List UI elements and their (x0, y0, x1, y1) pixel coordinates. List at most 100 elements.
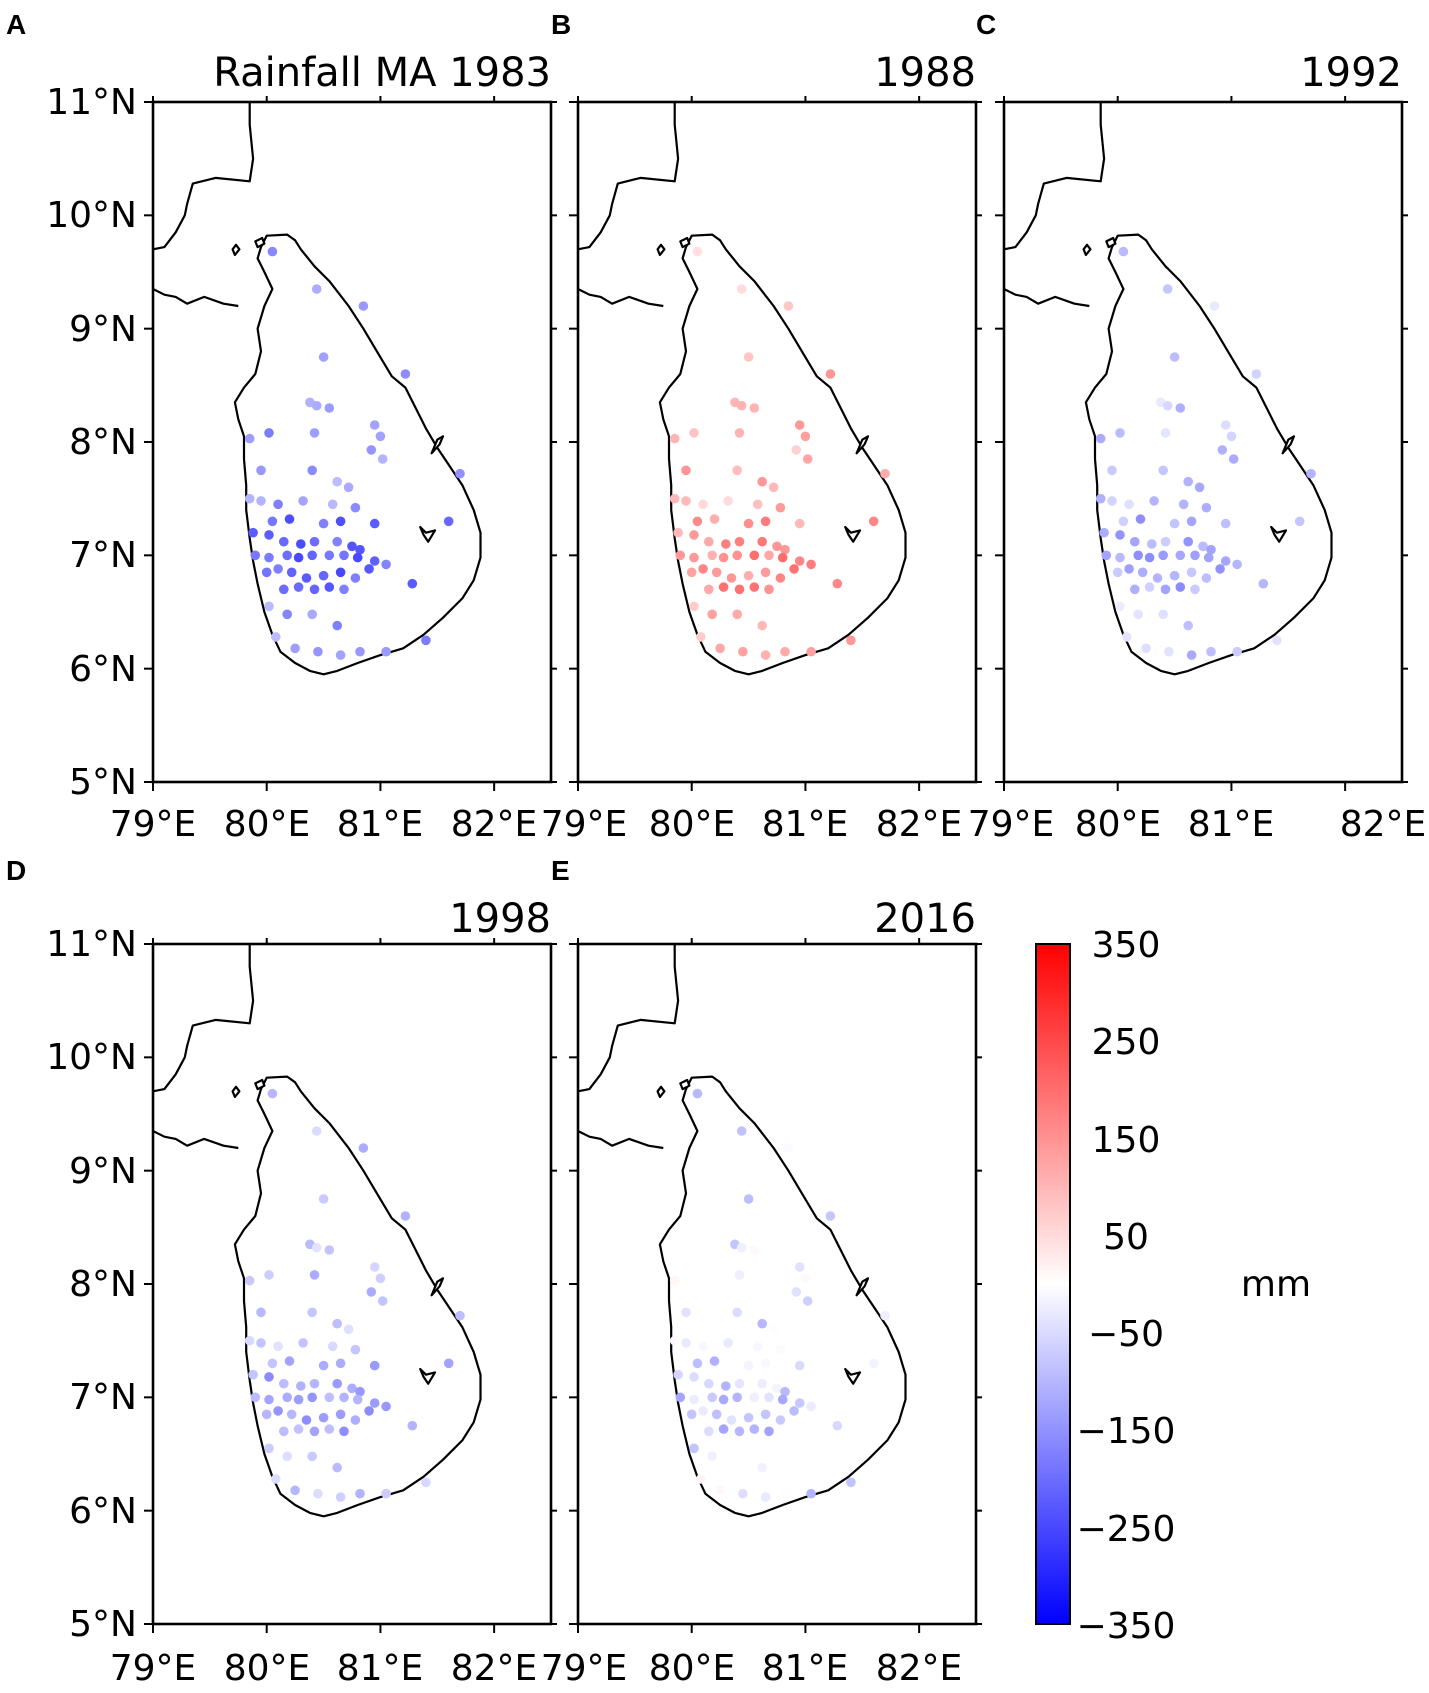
station-point (1160, 584, 1171, 595)
station-point (794, 556, 805, 566)
station-point (689, 1270, 699, 1280)
sri-lanka-coastline (658, 1075, 907, 1518)
colorbar-tick-label: −350 (1077, 1606, 1176, 1647)
station-point (282, 1392, 293, 1403)
station-point (343, 482, 354, 493)
station-point (267, 246, 278, 257)
station-point (290, 1485, 300, 1496)
station-point (806, 646, 816, 657)
station-point (673, 527, 683, 538)
map-area (577, 944, 907, 1518)
station-point (1203, 552, 1214, 563)
station-point (369, 1398, 380, 1408)
lat-label-7n: 7°N (69, 1377, 137, 1418)
panel-title: 1998 (449, 896, 551, 942)
lon-label-79e: 79°E (110, 804, 197, 845)
station-point (692, 1358, 703, 1369)
station-point (832, 1420, 843, 1431)
station-point (1158, 550, 1168, 561)
station-point (715, 643, 725, 654)
station-point (715, 1485, 725, 1496)
station-point (400, 369, 411, 379)
station-point (868, 516, 879, 527)
station-point (318, 518, 329, 529)
station-point (732, 1451, 742, 1462)
lagoon-outline (1281, 435, 1296, 455)
station-point (1206, 544, 1216, 555)
station-point (324, 1245, 335, 1255)
station-point (707, 550, 717, 561)
station-point (1115, 601, 1125, 612)
station-point (743, 570, 754, 581)
station-point (749, 582, 760, 592)
station-point (1115, 552, 1125, 563)
station-point (689, 601, 699, 612)
station-point (307, 550, 318, 561)
station-point (777, 1394, 788, 1405)
station-point (1122, 632, 1132, 642)
station-point (1186, 516, 1197, 527)
station-point (772, 1383, 782, 1394)
station-point (736, 1242, 747, 1253)
station-point (1186, 650, 1197, 660)
station-point (1141, 643, 1151, 654)
station-point (772, 541, 782, 552)
station-point (764, 550, 774, 561)
lat-label-9n: 9°N (69, 1151, 137, 1192)
station-point (1226, 431, 1237, 442)
station-point (757, 620, 767, 631)
station-point (293, 582, 304, 592)
station-point (732, 550, 742, 561)
station-point (301, 573, 312, 583)
station-point (267, 1088, 278, 1099)
station-point (279, 584, 289, 595)
station-point (1272, 635, 1282, 646)
station-point (802, 454, 813, 464)
station-point (736, 400, 747, 411)
station-points (669, 246, 890, 660)
station-point (284, 514, 295, 524)
station-point (1228, 454, 1239, 464)
station-point (726, 573, 737, 583)
station-point (244, 433, 255, 444)
station-point (273, 1341, 283, 1352)
station-point (734, 1426, 745, 1437)
station-point (757, 1378, 767, 1389)
station-point (273, 1406, 283, 1416)
station-point (734, 1378, 745, 1389)
station-point (794, 420, 805, 430)
station-point (377, 1296, 388, 1306)
station-point (669, 433, 680, 444)
station-point (271, 1474, 281, 1484)
panel-letter: B (551, 9, 571, 40)
lat-label-6n: 6°N (69, 1491, 137, 1532)
colorbar-tick-label: −250 (1077, 1509, 1176, 1550)
station-point (332, 1378, 343, 1389)
lagoon-outline (430, 435, 445, 455)
station-point (455, 1310, 465, 1321)
station-point (681, 465, 691, 476)
station-point (696, 1474, 706, 1484)
lon-label-80e: 80°E (1075, 804, 1162, 845)
india-coastline-south (152, 1130, 239, 1150)
station-point (267, 516, 278, 527)
station-point (757, 536, 767, 547)
station-point (313, 646, 323, 657)
station-point (286, 567, 297, 578)
india-coastline (577, 102, 680, 251)
station-point (692, 516, 703, 527)
station-point (669, 1275, 680, 1286)
station-point (802, 1296, 813, 1306)
station-point (339, 584, 349, 595)
station-point (309, 536, 320, 547)
station-point (689, 1372, 699, 1382)
lon-label-80e: 80°E (224, 804, 311, 845)
station-point (1183, 620, 1193, 631)
station-point (286, 1409, 297, 1420)
station-point (324, 550, 335, 561)
island-outline (231, 1085, 241, 1099)
station-point (764, 584, 774, 595)
station-point (327, 499, 338, 510)
station-point (455, 468, 465, 479)
colorbar-tick-label: 250 (1092, 1022, 1161, 1063)
